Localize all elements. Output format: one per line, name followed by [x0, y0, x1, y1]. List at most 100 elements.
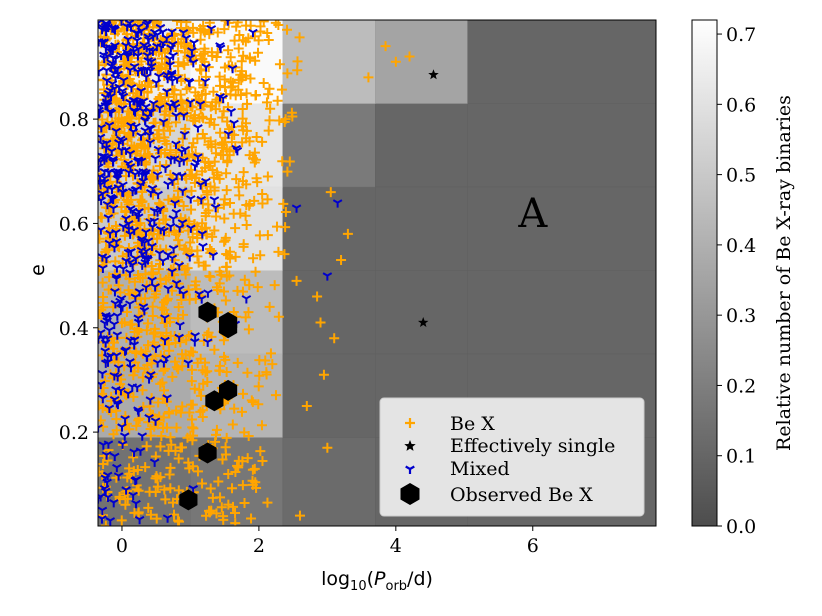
mixed-point	[130, 476, 141, 486]
be-x-point	[160, 106, 171, 117]
be-x-point	[167, 371, 178, 382]
be-x-point	[186, 346, 197, 357]
mixed-point	[138, 303, 149, 312]
be-x-point	[185, 430, 196, 441]
mixed-point	[200, 77, 211, 87]
mixed-point	[98, 506, 108, 515]
mixed-point	[112, 399, 122, 408]
be-x-point	[176, 295, 187, 306]
mixed-point	[131, 499, 141, 509]
colorbar-tick-label: 0.2	[726, 375, 756, 397]
be-x-point	[186, 364, 197, 375]
x-tick-label: 0	[116, 535, 128, 557]
be-x-point	[294, 510, 305, 521]
be-x-point	[154, 198, 165, 209]
be-x-point	[264, 301, 275, 312]
be-x-point	[161, 422, 172, 433]
be-x-point	[133, 485, 144, 496]
mixed-point	[98, 441, 109, 450]
be-x-point	[194, 113, 205, 124]
be-x-point	[116, 515, 127, 526]
mixed-point	[101, 254, 112, 264]
mixed-point	[131, 29, 141, 38]
mixed-point	[332, 199, 343, 208]
mixed-point	[241, 295, 252, 304]
mixed-point	[170, 199, 180, 208]
be-x-point	[238, 388, 249, 399]
mixed-point	[169, 155, 180, 164]
mixed-point	[209, 196, 220, 205]
be-x-point	[167, 497, 178, 508]
be-x-point	[126, 140, 137, 151]
heatmap-cell	[467, 20, 656, 104]
mixed-point	[152, 359, 163, 368]
be-x-point	[227, 419, 238, 430]
mixed-point	[174, 158, 185, 167]
be-x-point	[179, 243, 190, 254]
heatmap-cell	[375, 186, 468, 271]
mixed-point	[160, 336, 170, 346]
mixed-point	[152, 31, 163, 40]
mixed-point	[125, 336, 136, 346]
mixed-point	[119, 432, 130, 441]
be-x-point	[239, 274, 250, 285]
be-x-point	[155, 273, 166, 284]
be-x-point	[98, 459, 109, 470]
be-x-point	[151, 513, 162, 524]
be-x-point	[173, 364, 184, 375]
be-x-point	[257, 198, 268, 209]
colorbar-label: Relative number of Be X-ray binaries	[773, 95, 795, 451]
mixed-point	[184, 78, 195, 88]
be-x-point	[113, 357, 124, 368]
mixed-point	[146, 58, 157, 67]
mixed-point	[151, 79, 162, 88]
be-x-point	[190, 173, 201, 184]
mixed-point	[227, 64, 238, 74]
be-x-point	[181, 24, 192, 35]
be-x-point	[140, 462, 151, 473]
be-x-point	[211, 167, 222, 178]
mixed-point	[105, 517, 116, 526]
be-x-point	[256, 420, 267, 431]
heatmap-cell	[282, 270, 376, 355]
be-x-point	[223, 499, 234, 510]
mixed-point	[118, 265, 129, 274]
mixed-point	[186, 224, 196, 233]
mixed-point	[98, 123, 107, 133]
be-x-point	[163, 92, 174, 103]
mixed-point	[174, 261, 185, 271]
be-x-point	[189, 219, 200, 230]
be-x-point	[258, 77, 269, 88]
mixed-point	[206, 25, 217, 34]
mixed-point	[133, 318, 144, 327]
mixed-point	[118, 223, 129, 232]
be-x-point	[173, 485, 184, 496]
mixed-point	[109, 372, 120, 381]
be-x-point	[172, 20, 183, 26]
be-x-point	[274, 115, 285, 126]
be-x-point	[147, 310, 158, 321]
be-x-point	[196, 65, 207, 76]
be-x-point	[225, 52, 236, 63]
be-x-point	[226, 122, 237, 133]
observed-be-x-point	[218, 317, 238, 339]
mixed-point	[108, 155, 118, 165]
be-x-point	[173, 302, 184, 313]
be-x-point	[197, 478, 208, 489]
mixed-point	[147, 276, 157, 286]
mixed-point	[134, 515, 145, 525]
mixed-point	[121, 41, 131, 51]
be-x-point	[229, 35, 240, 46]
be-x-point	[133, 302, 144, 313]
mixed-point	[131, 185, 142, 195]
mixed-point	[113, 184, 124, 193]
mixed-point	[162, 88, 172, 97]
colorbar-tick-label: 0.6	[726, 94, 756, 116]
be-x-point	[121, 306, 132, 317]
be-x-point	[273, 246, 284, 257]
heatmap-cell	[467, 103, 656, 188]
mixed-point	[141, 353, 152, 362]
mixed-point	[98, 51, 109, 60]
be-x-point	[211, 52, 222, 63]
be-x-point	[132, 465, 143, 476]
